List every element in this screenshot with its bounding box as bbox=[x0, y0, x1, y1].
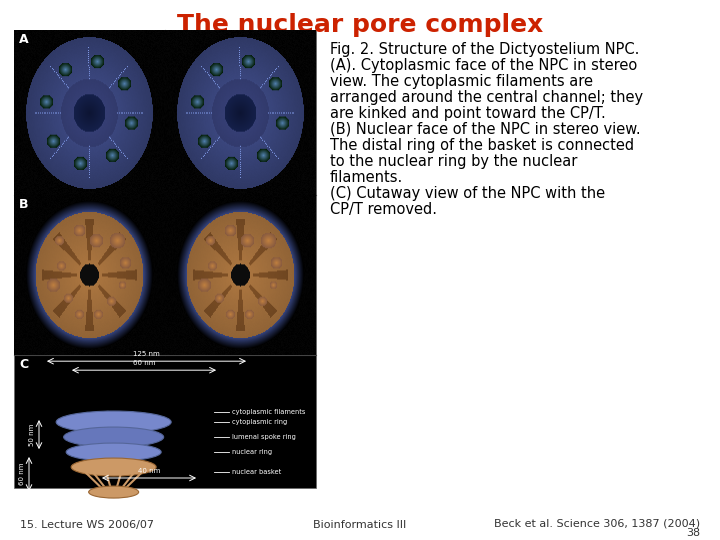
Ellipse shape bbox=[126, 411, 136, 418]
Text: 60 nm: 60 nm bbox=[132, 360, 156, 366]
Text: filaments.: filaments. bbox=[330, 170, 403, 185]
Ellipse shape bbox=[71, 458, 156, 476]
Text: The distal ring of the basket is connected: The distal ring of the basket is connect… bbox=[330, 138, 634, 153]
Bar bbox=[14, 30, 316, 488]
Ellipse shape bbox=[63, 427, 163, 447]
Text: Fig. 2. Structure of the Dictyostelium NPC.: Fig. 2. Structure of the Dictyostelium N… bbox=[330, 42, 639, 57]
Ellipse shape bbox=[114, 416, 125, 423]
Text: 60 nm: 60 nm bbox=[19, 463, 25, 485]
Ellipse shape bbox=[66, 443, 161, 461]
Ellipse shape bbox=[102, 411, 112, 418]
Text: 50 nm: 50 nm bbox=[29, 423, 35, 446]
Text: Bioinformatics III: Bioinformatics III bbox=[313, 520, 407, 530]
Text: 15. Lecture WS 2006/07: 15. Lecture WS 2006/07 bbox=[20, 520, 154, 530]
Text: view. The cytoplasmic filaments are: view. The cytoplasmic filaments are bbox=[330, 74, 593, 89]
Text: are kinked and point toward the CP/T.: are kinked and point toward the CP/T. bbox=[330, 106, 606, 121]
Text: B: B bbox=[19, 198, 29, 211]
Text: cytoplasmic ring: cytoplasmic ring bbox=[232, 419, 287, 425]
Ellipse shape bbox=[56, 411, 171, 433]
Text: 40 nm: 40 nm bbox=[138, 468, 160, 474]
Text: C: C bbox=[19, 358, 28, 371]
Text: The nuclear pore complex: The nuclear pore complex bbox=[177, 13, 543, 37]
Text: A: A bbox=[19, 33, 29, 46]
Text: 125 nm: 125 nm bbox=[133, 351, 160, 357]
Ellipse shape bbox=[78, 414, 88, 421]
Ellipse shape bbox=[83, 412, 92, 419]
Text: Beck et al. Science 306, 1387 (2004): Beck et al. Science 306, 1387 (2004) bbox=[494, 518, 700, 528]
Ellipse shape bbox=[140, 413, 150, 420]
Text: cytoplasmic filaments: cytoplasmic filaments bbox=[232, 409, 305, 415]
Text: (B) Nuclear face of the NPC in stereo view.: (B) Nuclear face of the NPC in stereo vi… bbox=[330, 122, 641, 137]
Text: distal ring: distal ring bbox=[232, 489, 266, 495]
Text: nuclear ring: nuclear ring bbox=[232, 449, 272, 455]
Ellipse shape bbox=[91, 416, 101, 423]
Text: to the nuclear ring by the nuclear: to the nuclear ring by the nuclear bbox=[330, 154, 577, 169]
Text: arranged around the central channel; they: arranged around the central channel; the… bbox=[330, 90, 643, 105]
Text: (C) Cutaway view of the NPC with the: (C) Cutaway view of the NPC with the bbox=[330, 186, 605, 201]
Text: CP/T removed.: CP/T removed. bbox=[330, 202, 437, 217]
Text: nuclear basket: nuclear basket bbox=[232, 469, 282, 475]
Ellipse shape bbox=[89, 486, 139, 498]
Text: 38: 38 bbox=[686, 528, 700, 538]
Ellipse shape bbox=[135, 415, 145, 422]
Text: (A). Cytoplasmic face of the NPC in stereo: (A). Cytoplasmic face of the NPC in ster… bbox=[330, 58, 637, 73]
Text: lumenal spoke ring: lumenal spoke ring bbox=[232, 434, 296, 440]
